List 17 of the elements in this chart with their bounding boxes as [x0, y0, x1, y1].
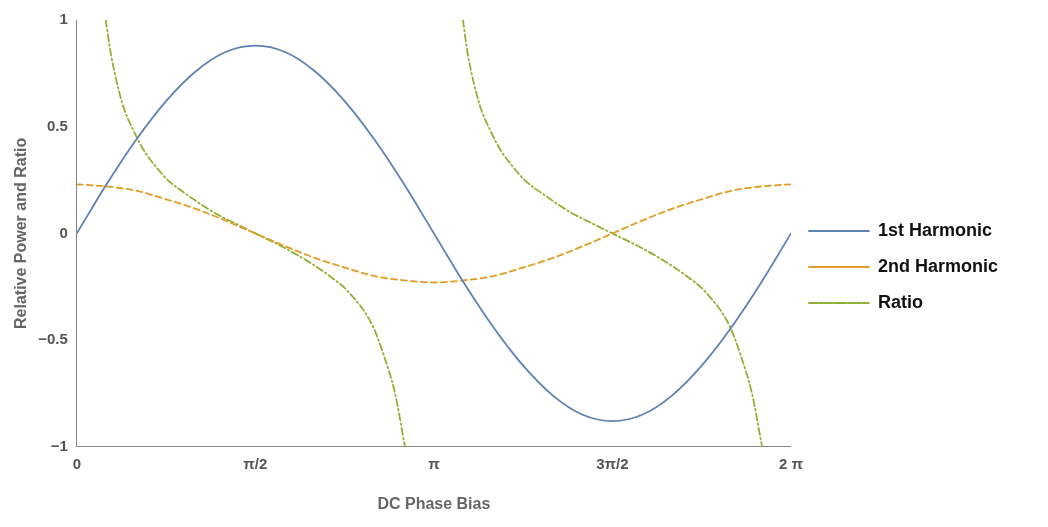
x-tick-label: π/2 — [243, 454, 268, 472]
y-tick-label: 0 — [59, 223, 68, 241]
y-tick-label: 1 — [59, 10, 68, 28]
x-tick-label: 2 π — [778, 454, 804, 472]
y-tick-label: −0.5 — [38, 330, 68, 348]
x-tick-label: 3π/2 — [596, 454, 629, 472]
y-tick-label: 0.5 — [46, 116, 68, 134]
line-series — [76, 44, 791, 423]
x-axis-title: DC Phase Bias — [377, 494, 491, 512]
line-series — [76, 183, 791, 284]
x-tick-label: π — [428, 454, 441, 472]
legend-label: 2nd Harmonic — [877, 255, 999, 276]
legend-label: 1st Harmonic — [877, 219, 993, 240]
y-tick-label: −1 — [50, 436, 68, 454]
legend-label: Ratio — [877, 291, 923, 312]
y-axis-title: Relative Power and Ratio — [12, 137, 30, 329]
x-tick-label: 0 — [72, 454, 81, 472]
